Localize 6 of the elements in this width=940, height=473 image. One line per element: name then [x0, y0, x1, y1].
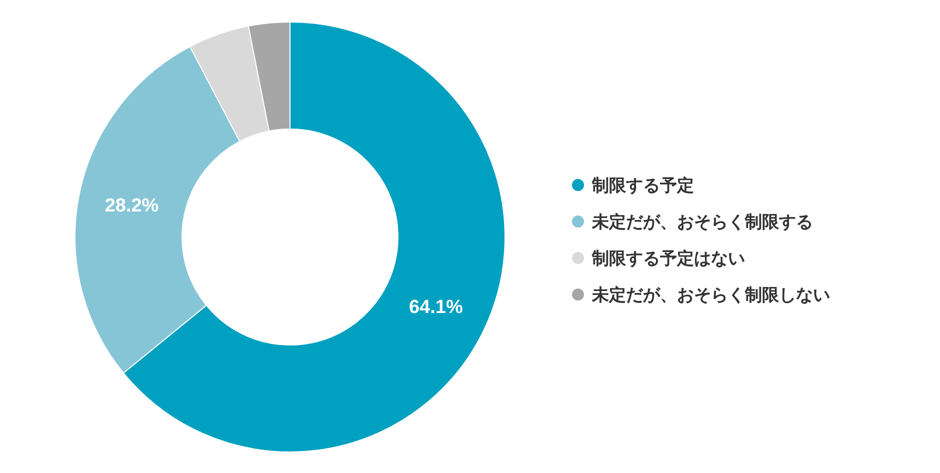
legend-label: 未定だが、おそらく制限しない: [591, 285, 830, 304]
legend-label: 未定だが、おそらく制限する: [591, 212, 813, 232]
data-label: 28.2%: [104, 195, 159, 216]
legend-label: 制限する予定はない: [591, 248, 745, 268]
legend-label: 制限する予定: [591, 176, 694, 195]
data-label: 64.1%: [408, 296, 463, 318]
